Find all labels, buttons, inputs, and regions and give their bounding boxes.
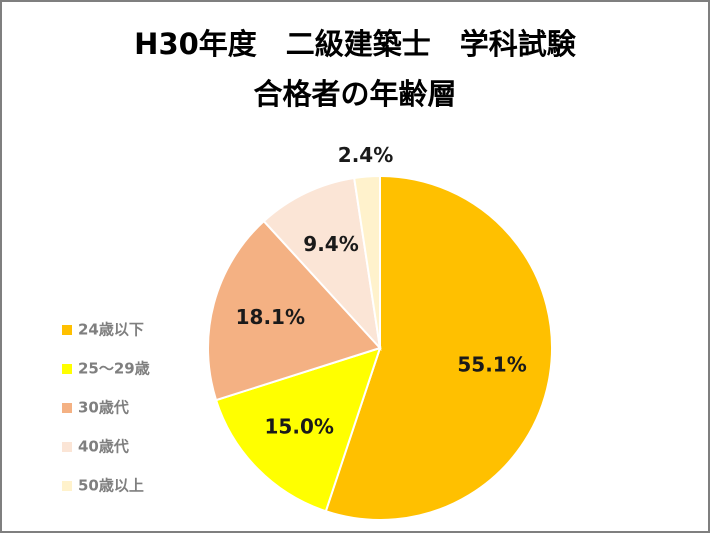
pie-slice [214,346,382,513]
pie-slice [324,174,553,521]
data-label: 55.1% [457,353,526,377]
legend-label: 24歳以下 [78,321,144,339]
legend-swatch [62,403,72,413]
data-label: 2.4% [338,143,393,167]
legend-swatch [62,364,72,374]
pie-slice [353,174,381,349]
chart-title: H30年度 二級建築士 学科試験 [134,27,577,61]
chart-title: 合格者の年齢層 [253,77,456,111]
legend-label: 40歳代 [78,438,129,456]
pie-slice [207,219,382,402]
legend-label: 25〜29歳 [78,360,150,378]
data-label: 18.1% [236,305,305,329]
legend-label: 50歳以上 [78,477,144,495]
data-label: 9.4% [303,232,358,256]
legend-swatch [62,442,72,452]
data-label: 15.0% [265,414,334,438]
legend-swatch [62,325,72,335]
legend-label: 30歳代 [78,399,129,417]
legend-swatch [62,481,72,491]
pie-slice [262,176,382,352]
